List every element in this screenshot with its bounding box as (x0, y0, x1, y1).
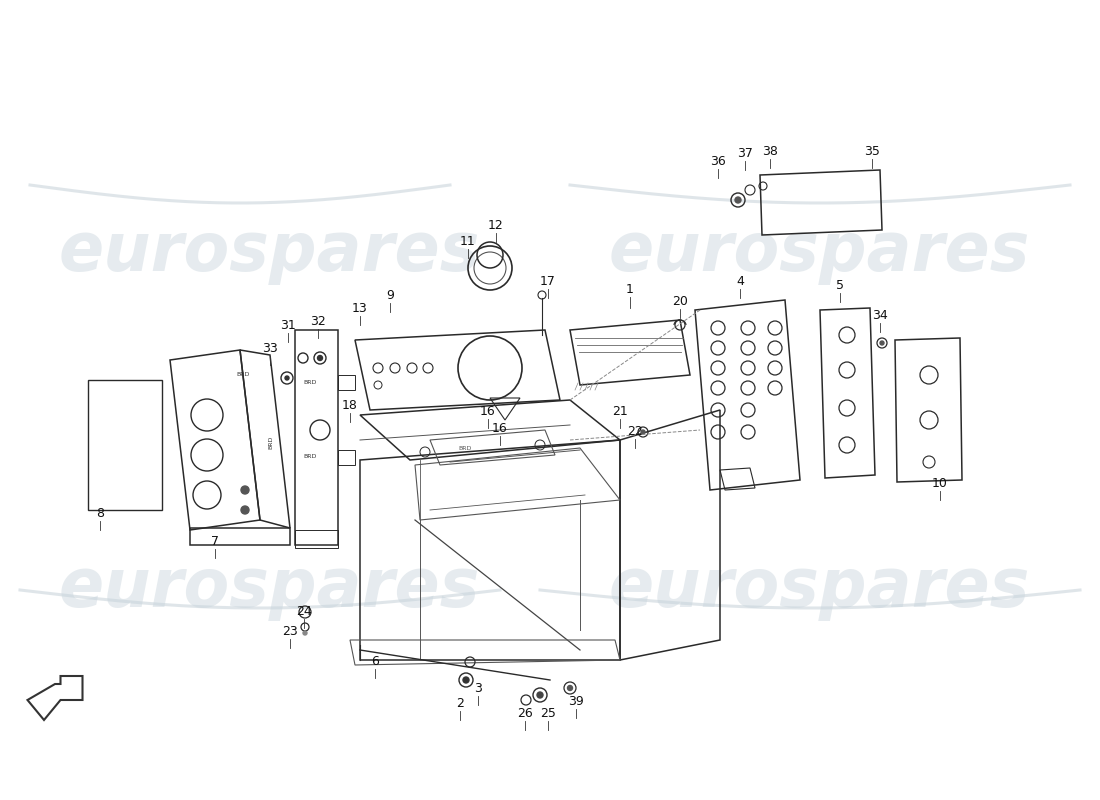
Text: BRD: BRD (304, 454, 317, 459)
Circle shape (241, 506, 249, 514)
Text: 24: 24 (296, 605, 312, 618)
Text: 2: 2 (456, 697, 464, 710)
Text: 33: 33 (262, 342, 278, 355)
Text: 38: 38 (762, 145, 778, 158)
Text: BRD: BRD (459, 446, 472, 450)
Circle shape (880, 341, 884, 345)
Text: 39: 39 (568, 695, 584, 708)
Text: eurospares: eurospares (58, 219, 481, 285)
Text: 35: 35 (865, 145, 880, 158)
Text: 21: 21 (612, 405, 628, 418)
Text: 37: 37 (737, 147, 752, 160)
Text: 4: 4 (736, 275, 744, 288)
Text: 31: 31 (280, 319, 296, 332)
Text: 36: 36 (711, 155, 726, 168)
Text: eurospares: eurospares (58, 555, 481, 621)
Text: 5: 5 (836, 279, 844, 292)
Text: BRD: BRD (268, 435, 274, 449)
Text: 11: 11 (460, 235, 476, 248)
Text: 34: 34 (872, 309, 888, 322)
Circle shape (641, 430, 645, 434)
Circle shape (302, 631, 307, 635)
Text: 16: 16 (492, 422, 508, 435)
Circle shape (568, 686, 572, 690)
Circle shape (318, 355, 322, 361)
Text: 22: 22 (627, 425, 642, 438)
Circle shape (285, 376, 289, 380)
Circle shape (735, 197, 741, 203)
Text: 32: 32 (310, 315, 326, 328)
Text: 6: 6 (371, 655, 378, 668)
Circle shape (241, 486, 249, 494)
Text: eurospares: eurospares (608, 219, 1031, 285)
Text: 12: 12 (488, 219, 504, 232)
Circle shape (463, 677, 469, 683)
Text: 1: 1 (626, 283, 634, 296)
Text: 25: 25 (540, 707, 556, 720)
Text: 18: 18 (342, 399, 358, 412)
Text: 7: 7 (211, 535, 219, 548)
Text: 9: 9 (386, 289, 394, 302)
Text: 3: 3 (474, 682, 482, 695)
Text: 20: 20 (672, 295, 688, 308)
Text: 10: 10 (932, 477, 948, 490)
Text: 16: 16 (480, 405, 496, 418)
Text: 8: 8 (96, 507, 104, 520)
Text: 26: 26 (517, 707, 532, 720)
Text: 17: 17 (540, 275, 556, 288)
Text: eurospares: eurospares (608, 555, 1031, 621)
Text: BRD: BRD (236, 373, 250, 378)
Text: 23: 23 (282, 625, 298, 638)
Circle shape (537, 692, 543, 698)
Text: 13: 13 (352, 302, 367, 315)
Text: BRD: BRD (304, 379, 317, 385)
